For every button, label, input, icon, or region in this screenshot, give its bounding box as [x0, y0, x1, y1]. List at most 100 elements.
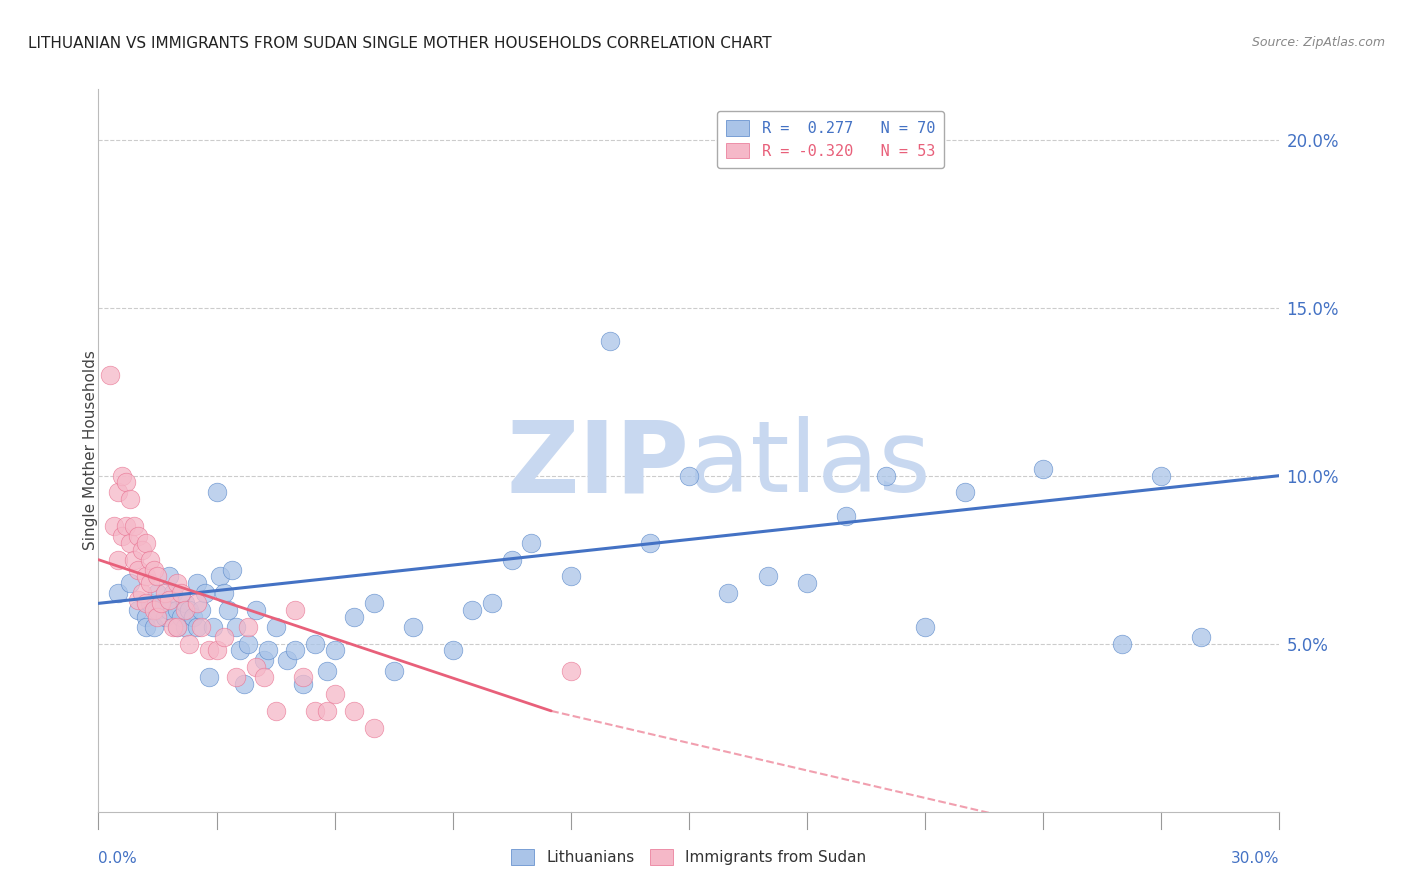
Point [107, 552, 129, 566]
Point [118, 536, 141, 550]
Point [1032, 462, 1054, 476]
Point [304, 637, 326, 651]
Y-axis label: Single Mother Households: Single Mother Households [83, 351, 97, 550]
Point [177, 603, 200, 617]
Point [131, 542, 153, 557]
Point [127, 603, 149, 617]
Point [236, 637, 259, 651]
Point [122, 519, 145, 533]
Point [157, 593, 180, 607]
Point [284, 643, 307, 657]
Point [166, 576, 188, 591]
Point [233, 677, 256, 691]
Point [225, 620, 247, 634]
Point [875, 468, 897, 483]
Point [796, 576, 818, 591]
Point [501, 552, 523, 566]
Point [135, 596, 157, 610]
Point [135, 569, 157, 583]
Point [205, 643, 228, 657]
Point [135, 620, 157, 634]
Point [292, 677, 315, 691]
Point [155, 586, 177, 600]
Text: ZIP: ZIP [506, 417, 689, 514]
Point [953, 485, 976, 500]
Point [914, 620, 936, 634]
Point [560, 664, 582, 678]
Point [1111, 637, 1133, 651]
Point [678, 468, 700, 483]
Point [177, 637, 200, 651]
Point [194, 586, 217, 600]
Point [142, 620, 165, 634]
Point [253, 670, 276, 684]
Point [214, 586, 236, 600]
Point [560, 569, 582, 583]
Point [150, 596, 173, 610]
Point [197, 643, 219, 657]
Point [441, 643, 464, 657]
Point [1150, 468, 1173, 483]
Point [276, 653, 298, 667]
Point [146, 586, 169, 600]
Point [256, 643, 278, 657]
Point [157, 569, 180, 583]
Point [127, 529, 149, 543]
Point [111, 468, 134, 483]
Point [135, 609, 157, 624]
Point [190, 620, 212, 634]
Point [323, 687, 346, 701]
Point [107, 485, 129, 500]
Point [363, 721, 385, 735]
Point [292, 670, 315, 684]
Point [205, 485, 228, 500]
Text: 30.0%: 30.0% [1232, 852, 1279, 866]
Point [98, 368, 121, 382]
Point [245, 660, 267, 674]
Text: 0.0%: 0.0% [98, 852, 138, 866]
Point [214, 630, 236, 644]
Point [638, 536, 661, 550]
Point [186, 620, 208, 634]
Point [190, 603, 212, 617]
Text: atlas: atlas [689, 417, 931, 514]
Text: LITHUANIAN VS IMMIGRANTS FROM SUDAN SINGLE MOTHER HOUSEHOLDS CORRELATION CHART: LITHUANIAN VS IMMIGRANTS FROM SUDAN SING… [28, 36, 772, 51]
Point [142, 603, 165, 617]
Point [155, 609, 177, 624]
Point [166, 620, 188, 634]
Point [225, 670, 247, 684]
Point [717, 586, 740, 600]
Point [221, 563, 243, 577]
Point [520, 536, 543, 550]
Point [209, 569, 232, 583]
Point [253, 653, 276, 667]
Point [481, 596, 503, 610]
Point [599, 334, 621, 349]
Point [315, 664, 337, 678]
Point [150, 596, 173, 610]
Point [835, 508, 858, 523]
Point [118, 492, 141, 507]
Point [323, 643, 346, 657]
Point [138, 552, 160, 566]
Point [111, 529, 134, 543]
Point [162, 586, 184, 600]
Point [343, 704, 366, 718]
Point [142, 563, 165, 577]
Point [146, 603, 169, 617]
Point [166, 603, 188, 617]
Point [343, 609, 366, 624]
Point [201, 620, 224, 634]
Point [170, 609, 193, 624]
Point [115, 475, 138, 490]
Point [127, 563, 149, 577]
Point [186, 596, 208, 610]
Point [138, 576, 160, 591]
Point [174, 603, 197, 617]
Point [115, 519, 138, 533]
Point [107, 586, 129, 600]
Legend: Lithuanians, Immigrants from Sudan: Lithuanians, Immigrants from Sudan [503, 841, 875, 872]
Point [315, 704, 337, 718]
Point [103, 519, 125, 533]
Point [122, 552, 145, 566]
